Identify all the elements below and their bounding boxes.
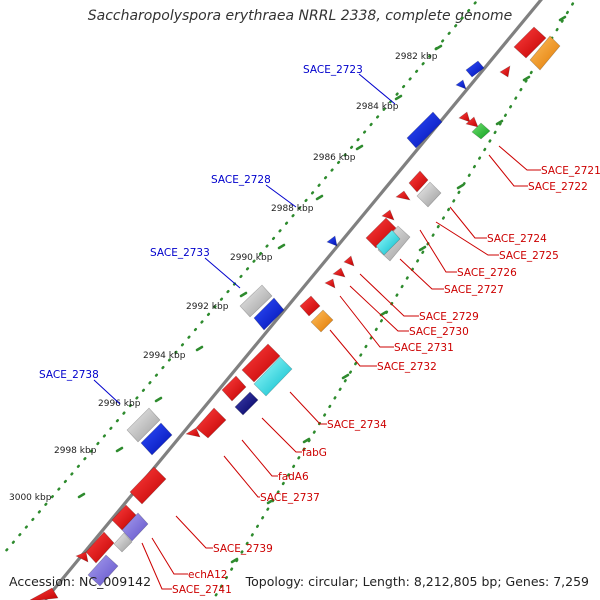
reverse-gene-labels: SACE_2721 SACE_2722 SACE_2724 SACE_2725 … <box>172 165 600 596</box>
gene-block[interactable] <box>471 122 491 140</box>
gene-block[interactable] <box>111 504 137 531</box>
forward-gene-labels: SACE_2723 SACE_2728 SACE_2733 SACE_2738 <box>39 64 363 381</box>
gene-block[interactable] <box>513 26 547 59</box>
gene-block[interactable] <box>29 587 59 600</box>
gene-label-sace-2728[interactable]: SACE_2728 <box>211 174 271 186</box>
accession-label: Accession: NC_009142 <box>9 574 152 589</box>
outer-tick-marks <box>230 15 567 564</box>
gene-block[interactable] <box>324 278 336 289</box>
reverse-genes <box>29 26 561 600</box>
gene-block[interactable] <box>326 235 338 247</box>
tick-label-2986: 2986 kbp <box>313 153 356 163</box>
inner-tick-track <box>3 0 480 554</box>
gene-block[interactable] <box>416 181 442 208</box>
gene-label-sace-2737[interactable]: SACE_2737 <box>260 492 320 504</box>
gene-block[interactable] <box>458 111 471 123</box>
gene-block[interactable] <box>465 116 479 128</box>
gene-label-sace-2724[interactable]: SACE_2724 <box>487 233 547 245</box>
genome-summary: Topology: circular; Length: 8,212,805 bp… <box>245 574 589 589</box>
tick-label-2990: 2990 kbp <box>230 253 273 263</box>
forward-leaders <box>93 73 396 405</box>
gene-label-sace-2731[interactable]: SACE_2731 <box>394 342 454 354</box>
gene-block[interactable] <box>253 356 293 397</box>
tick-labels: 2982 kbp 2984 kbp 2986 kbp 2988 kbp 2990… <box>9 52 438 503</box>
gene-block[interactable] <box>121 512 149 542</box>
gene-block[interactable] <box>253 297 285 331</box>
reverse-leaders <box>141 145 541 590</box>
gene-label-sace-2727[interactable]: SACE_2727 <box>444 284 504 296</box>
tick-label-2988: 2988 kbp <box>271 204 314 214</box>
gene-block[interactable] <box>406 111 443 149</box>
tick-label-2998: 2998 kbp <box>54 446 97 456</box>
tick-label-2994: 2994 kbp <box>143 351 186 361</box>
gene-label-fada6[interactable]: fadA6 <box>278 471 309 483</box>
gene-block[interactable] <box>343 255 355 267</box>
gene-block[interactable] <box>185 427 201 438</box>
genome-backbone <box>43 0 543 600</box>
gene-block[interactable] <box>365 217 397 249</box>
gene-label-sace-2734[interactable]: SACE_2734 <box>327 419 387 431</box>
gene-block[interactable] <box>529 35 561 71</box>
gene-block[interactable] <box>113 532 133 553</box>
gene-label-sace-2722[interactable]: SACE_2722 <box>528 181 588 193</box>
gene-block[interactable] <box>465 60 485 78</box>
gene-label-sace-2741[interactable]: SACE_2741 <box>172 584 232 596</box>
map-title: Saccharopolyspora erythraea NRRL 2338, c… <box>87 8 513 24</box>
gene-label-sace-2729[interactable]: SACE_2729 <box>419 311 479 323</box>
gene-block[interactable] <box>126 407 161 443</box>
gene-label-sace-2732[interactable]: SACE_2732 <box>377 361 437 373</box>
gene-block[interactable] <box>375 229 401 256</box>
gene-block[interactable] <box>87 554 119 587</box>
gene-block[interactable] <box>234 391 259 416</box>
gene-block[interactable] <box>140 422 173 456</box>
gene-label-echa12[interactable]: echA12 <box>188 569 227 581</box>
gene-label-sace-2730[interactable]: SACE_2730 <box>409 326 469 338</box>
tick-label-2992: 2992 kbp <box>186 302 229 312</box>
gene-label-sace-2738[interactable]: SACE_2738 <box>39 369 99 381</box>
forward-genes <box>126 60 485 456</box>
tick-label-2984: 2984 kbp <box>356 102 399 112</box>
gene-block[interactable] <box>455 79 467 90</box>
gene-block[interactable] <box>310 309 334 333</box>
gene-block[interactable] <box>332 267 346 278</box>
gene-label-sace-2725[interactable]: SACE_2725 <box>499 250 559 262</box>
gene-block[interactable] <box>408 170 429 193</box>
tick-marks <box>77 44 443 499</box>
gene-label-sace-2723[interactable]: SACE_2723 <box>303 64 363 76</box>
gene-block[interactable] <box>129 466 167 505</box>
gene-block[interactable] <box>499 65 511 78</box>
gene-block[interactable] <box>395 190 411 201</box>
gene-block[interactable] <box>299 295 321 317</box>
gene-label-sace-2721[interactable]: SACE_2721 <box>541 165 600 177</box>
gene-block[interactable] <box>85 531 115 564</box>
gene-label-sace-2733[interactable]: SACE_2733 <box>150 247 210 259</box>
gene-block[interactable] <box>241 343 281 383</box>
gene-label-fabg[interactable]: fabG <box>302 447 327 459</box>
gene-block[interactable] <box>381 209 395 221</box>
tick-label-2982: 2982 kbp <box>395 52 438 62</box>
gene-block[interactable] <box>239 284 273 318</box>
tick-label-3000: 3000 kbp <box>9 493 52 503</box>
gene-block[interactable] <box>75 551 89 563</box>
gene-block[interactable] <box>195 407 227 439</box>
gene-block[interactable] <box>221 375 247 402</box>
gene-label-sace-2726[interactable]: SACE_2726 <box>457 267 517 279</box>
gene-label-sace-2739[interactable]: SACE_2739 <box>213 543 273 555</box>
